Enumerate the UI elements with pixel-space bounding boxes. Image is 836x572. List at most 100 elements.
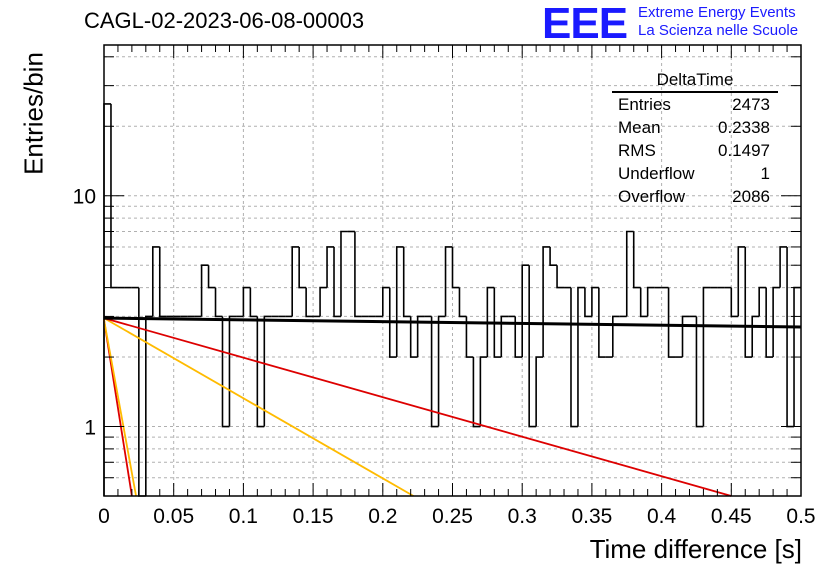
x-tick-label: 0.15: [293, 505, 334, 528]
x-tick-label: 0.45: [711, 505, 752, 528]
x-tick-label: 0.05: [153, 505, 194, 528]
fit-curve-orange: [103, 319, 137, 497]
histogram-bin: [500, 315, 509, 358]
histogram-bin: [632, 231, 641, 289]
histogram-bin: [695, 316, 704, 428]
logo-caption: Extreme Energy Events La Scienza nelle S…: [638, 4, 798, 40]
stats-row-rms: RMS 0.1497: [612, 139, 778, 162]
histogram-bin: [437, 315, 446, 427]
histogram-bin: [145, 315, 153, 496]
logo-line-2: La Scienza nelle Scuole: [638, 22, 799, 39]
stats-row-overflow: Overflow 2086: [612, 185, 778, 208]
histogram-bin: [395, 246, 404, 358]
stats-label: Mean: [618, 118, 661, 137]
x-tick-label: 0.5: [786, 505, 815, 528]
logo-line-1: Extreme Energy Events: [638, 4, 796, 21]
histogram-bin: [486, 286, 495, 358]
histogram-bin: [256, 316, 265, 428]
stats-label: Overflow: [618, 187, 686, 206]
histogram-bin: [639, 287, 648, 318]
histogram-bin: [465, 316, 474, 358]
histogram-bin: [521, 264, 530, 358]
stats-title: DeltaTime: [612, 70, 778, 93]
histogram-bin: [612, 315, 620, 358]
histogram-bin: [228, 315, 237, 427]
histogram-bin: [646, 286, 655, 317]
stats-value: 2473: [732, 95, 770, 114]
histogram-bin: [444, 246, 453, 317]
x-axis-label: Time difference [s]: [589, 534, 802, 564]
fit-curve-red: [103, 317, 732, 497]
histogram-bin: [577, 286, 585, 427]
stats-label: Underflow: [618, 164, 695, 183]
histogram-bin: [591, 286, 599, 317]
histogram-bin: [472, 357, 481, 428]
histogram-bin: [556, 265, 565, 289]
x-tick-label: 0.1: [229, 505, 258, 528]
histogram-bin: [200, 264, 209, 317]
histogram-bin: [382, 286, 390, 317]
y-tick-label: 10: [73, 186, 96, 209]
chart-title: CAGL-02-2023-06-08-00003: [84, 8, 365, 33]
histogram-bin: [409, 316, 418, 358]
histogram-bin: [598, 287, 606, 358]
histogram-bin: [402, 246, 411, 318]
stats-value: 1: [760, 164, 770, 183]
histogram-bin: [758, 286, 767, 317]
axis-ticks: 0 0.05 0.1 0.15 0.2 0.25 0.3 0.35 0.4 0.45 0.5 1 10: [73, 45, 816, 528]
histogram-bin: [158, 246, 167, 318]
eee-logo: EEE: [542, 0, 628, 48]
stats-row-mean: Mean 0.2338: [612, 116, 778, 139]
histogram-bin: [514, 316, 523, 358]
histogram-bin: [730, 287, 739, 318]
stats-label: Entries: [618, 95, 671, 114]
x-tick-label: 0: [98, 505, 110, 528]
histogram-bin: [221, 316, 230, 428]
stats-value: 0.1497: [718, 141, 770, 160]
histogram-bin: [305, 287, 314, 318]
x-tick-label: 0.2: [368, 505, 397, 528]
histogram-bin: [667, 287, 676, 358]
histogram-bin: [535, 356, 544, 427]
stats-box: DeltaTime Entries 2473 Mean 0.2338 RMS 0…: [612, 70, 778, 208]
histogram-bin: [549, 246, 558, 267]
histogram-bin: [493, 287, 502, 358]
stats-row-underflow: Underflow 1: [612, 162, 778, 185]
x-tick-label: 0.25: [432, 505, 473, 528]
histogram-bin: [326, 246, 335, 288]
histogram-bin: [388, 287, 397, 358]
histogram-bin: [242, 286, 251, 317]
histogram-bin: [542, 246, 551, 358]
histogram-bin: [528, 265, 537, 428]
histogram-bin: [207, 265, 216, 289]
grid-lines: [104, 45, 801, 497]
stats-value: 0.2338: [718, 118, 770, 137]
fit-curves: [103, 316, 802, 497]
histogram-bin: [751, 315, 760, 358]
histogram-bin: [151, 246, 160, 317]
histogram-bin: [681, 315, 690, 358]
histogram-bin: [298, 246, 307, 289]
fit-curve-black: [103, 316, 802, 329]
histogram-bin: [458, 287, 467, 318]
histogram-bin: [249, 287, 258, 318]
histogram-bin: [354, 231, 362, 318]
histogram-bin: [479, 356, 488, 427]
x-tick-label: 0.3: [508, 505, 537, 528]
histogram-bin: [263, 315, 272, 427]
histogram-bin: [765, 287, 774, 358]
histogram-bin: [214, 287, 223, 318]
x-tick-label: 0.4: [647, 505, 677, 528]
stats-row-entries: Entries 2473: [612, 93, 778, 116]
fit-curve-orange: [103, 317, 414, 497]
histogram-bin: [737, 246, 746, 317]
histogram-bin: [416, 315, 425, 358]
histogram-bin: [744, 246, 753, 358]
histogram-bin: [333, 246, 341, 318]
histogram-bin: [319, 286, 328, 317]
histogram-bin: [772, 286, 781, 358]
histogram-bin: [340, 230, 348, 317]
histogram-bin: [291, 246, 300, 317]
histogram-bin: [584, 287, 592, 318]
